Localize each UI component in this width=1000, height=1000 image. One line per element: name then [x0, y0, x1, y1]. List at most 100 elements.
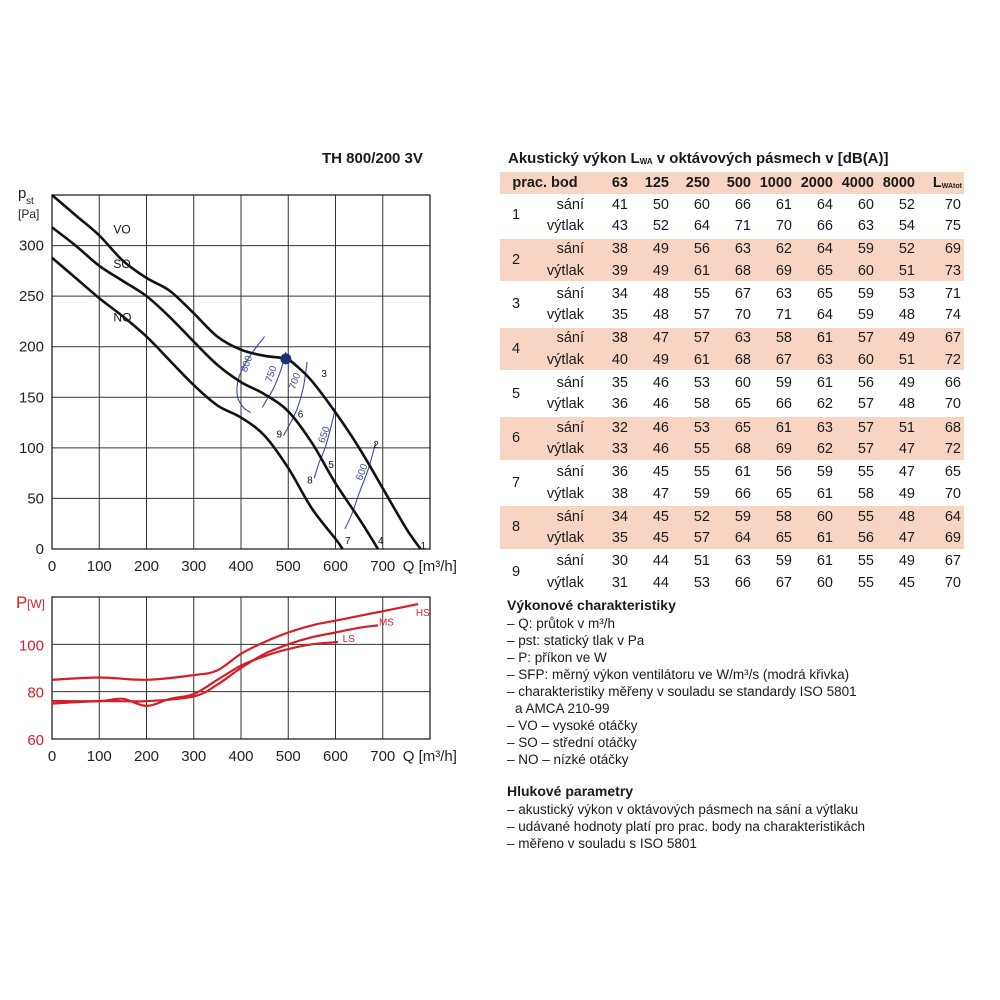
band-level-cell: 51 [877, 414, 918, 439]
chart-title: TH 800/200 3V [322, 150, 423, 167]
band-level-cell: 48 [898, 307, 915, 324]
band-level-cell: 62 [795, 438, 836, 461]
band-level-cell: 55 [836, 504, 877, 528]
band-level-cell: 57 [836, 325, 877, 350]
plot-frame [51, 596, 431, 740]
band-level-cell: 57 [836, 438, 877, 461]
band-level-cell: 45 [631, 459, 672, 483]
sfp-label: 600 [354, 462, 370, 482]
acoustic-table-title: Akustický výkon LWA v oktávových pásmech… [508, 150, 889, 167]
band-level-cell: 57 [693, 307, 710, 324]
total-level-cell: 65 [918, 459, 964, 483]
band-level-cell: 60 [836, 259, 877, 283]
side-sani-label: sání [541, 236, 590, 260]
table-row: 1 sání 41 50 60 66 61 64 60 52 70 [500, 194, 964, 224]
band-level-cell: 56 [836, 370, 877, 394]
band-level-cell: 47 [877, 527, 918, 550]
side-sani-label: sání [541, 548, 590, 573]
band-level-cell: 47 [652, 485, 669, 502]
band-level-cell: 64 [713, 527, 754, 550]
side-sani-label: sání [541, 414, 590, 439]
band-level-cell: 68 [713, 259, 754, 283]
note-item: – NO – nízké otáčky [507, 752, 629, 767]
side-sani-label: sání [541, 281, 590, 305]
band-level-cell: 45 [631, 504, 672, 528]
working-point-label: 7 [345, 536, 351, 547]
band-level-cell: 48 [898, 396, 915, 413]
band-level-cell: 61 [816, 485, 833, 502]
band-level-cell: 49 [631, 349, 672, 372]
band-level-cell: 66 [734, 485, 751, 502]
band-level-cell: 52 [672, 504, 713, 528]
side-vytlak-label: výtlak [546, 396, 584, 413]
band-level-cell: 63 [795, 349, 836, 372]
band-level-cell: 65 [795, 259, 836, 283]
y-tick-label: 50 [27, 490, 44, 507]
header-cell-band: 1000 [754, 172, 795, 194]
band-level-cell: 57 [672, 325, 713, 350]
band-level-cell: 59 [795, 459, 836, 483]
header-cell-band: 2000 [795, 172, 836, 194]
band-level-cell: 52 [877, 236, 918, 260]
total-level-cell: 71 [918, 281, 964, 305]
band-level-cell: 52 [898, 196, 915, 213]
side-sani-label: sání [541, 370, 590, 394]
note-item: – SO – střední otáčky [507, 735, 637, 750]
side-vytlak-label: výtlak [541, 259, 590, 283]
side-sani-label: sání [541, 459, 590, 483]
band-level-cell: 66 [816, 217, 833, 234]
band-level-cell: 49 [877, 325, 918, 350]
band-level-cell: 53 [877, 281, 918, 305]
sfp-curve-800 [236, 336, 266, 413]
power-curve-label-ms: MS [379, 617, 394, 628]
band-level-cell: 51 [877, 349, 918, 372]
band-level-cell: 47 [877, 459, 918, 483]
working-point-number: 7 [500, 459, 541, 506]
y-tick-label: 150 [19, 389, 44, 406]
power-curve-ls [51, 640, 338, 707]
table-row: výtlak 33 46 55 68 69 62 57 47 72 [500, 438, 964, 461]
table-row: výtlak 40 49 61 68 67 63 60 51 72 [500, 349, 964, 372]
acoustic-table: prac. bod 63 125 250 500 1000 2000 4000 … [500, 172, 964, 594]
band-level-cell: 67 [775, 574, 792, 591]
side-vytlak-label: výtlak [546, 307, 584, 324]
working-point-number: 9 [500, 548, 541, 594]
table-row: 7 sání 36 45 55 61 56 59 55 47 65 [500, 459, 964, 506]
band-level-cell: 34 [590, 281, 631, 305]
working-point-number: 5 [500, 370, 541, 416]
band-level-cell: 60 [693, 196, 710, 213]
band-level-cell: 51 [877, 259, 918, 283]
curve-so [51, 226, 380, 550]
band-level-cell: 49 [631, 259, 672, 283]
band-level-cell: 67 [713, 281, 754, 305]
x-tick-label: 500 [276, 558, 301, 575]
band-level-cell: 69 [754, 259, 795, 283]
note-item: a AMCA 210-99 [515, 701, 610, 716]
band-level-cell: 38 [590, 325, 631, 350]
total-level-cell: 70 [944, 396, 961, 413]
band-level-cell: 57 [836, 414, 877, 439]
band-level-cell: 35 [590, 527, 631, 550]
band-level-cell: 40 [590, 349, 631, 372]
band-level-cell: 53 [672, 370, 713, 394]
band-level-cell: 38 [611, 485, 628, 502]
side-vytlak-label: výtlak [541, 527, 590, 550]
header-cell-band: 125 [631, 172, 672, 194]
band-level-cell: 65 [795, 281, 836, 305]
band-level-cell: 62 [754, 236, 795, 260]
band-level-cell: 61 [713, 459, 754, 483]
working-point-label: 1 [421, 541, 427, 552]
band-level-cell: 63 [857, 217, 874, 234]
y-tick-label: 60 [27, 732, 44, 749]
note-item: – pst: statický tlak v Pa [507, 633, 645, 648]
total-level-cell: 70 [944, 196, 961, 213]
x-tick-label: 600 [323, 748, 348, 765]
working-point-number: 8 [500, 504, 541, 550]
working-point-number: 3 [500, 281, 541, 327]
working-point-label: 2 [373, 440, 379, 451]
band-level-cell: 53 [672, 414, 713, 439]
total-level-cell: 70 [944, 485, 961, 502]
side-sani-label: sání [541, 325, 590, 350]
table-row: 8 sání 34 45 52 59 58 60 55 48 64 [500, 504, 964, 550]
total-level-cell: 75 [944, 217, 961, 234]
